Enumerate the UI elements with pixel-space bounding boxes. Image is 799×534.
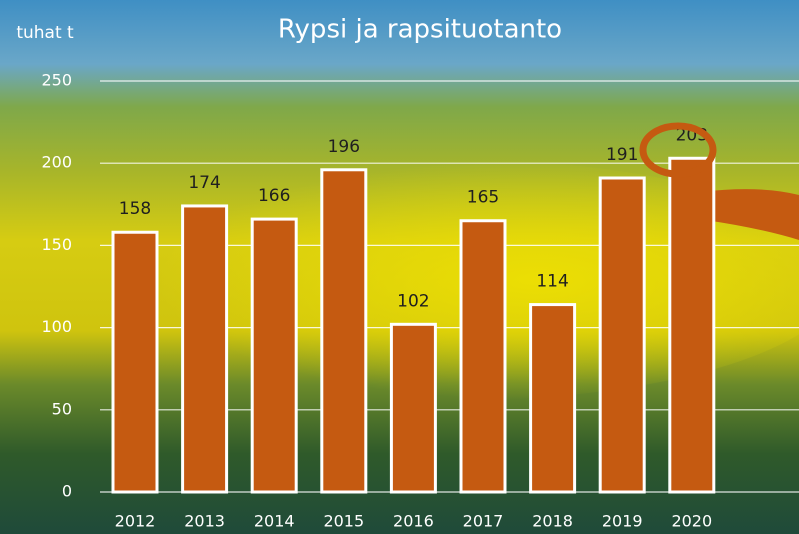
value-label: 114 xyxy=(536,272,568,292)
x-tick-label: 2020 xyxy=(671,512,712,531)
value-label: 196 xyxy=(328,137,360,157)
bar xyxy=(250,217,298,494)
x-tick-label: 2018 xyxy=(532,512,573,531)
y-axis-label: tuhat t xyxy=(16,23,74,43)
y-tick-label: 0 xyxy=(62,482,72,501)
value-label: 191 xyxy=(606,145,638,165)
bar xyxy=(529,303,577,494)
bar xyxy=(668,156,716,494)
value-label: 174 xyxy=(188,173,220,193)
x-tick-label: 2012 xyxy=(115,512,156,531)
decoration-shape xyxy=(700,189,799,240)
x-tick-label: 2015 xyxy=(323,512,364,531)
value-label: 166 xyxy=(258,186,290,206)
bar xyxy=(389,322,437,494)
y-tick-label: 250 xyxy=(41,71,72,90)
x-tick-label: 2019 xyxy=(602,512,643,531)
x-tick-label: 2016 xyxy=(393,512,434,531)
bar xyxy=(320,168,368,494)
value-label: 102 xyxy=(397,291,429,311)
bar xyxy=(111,230,159,494)
y-tick-label: 200 xyxy=(41,153,72,172)
x-tick-label: 2014 xyxy=(254,512,295,531)
y-tick-label: 150 xyxy=(41,235,72,254)
chart-title: Rypsi ja rapsituotanto xyxy=(278,15,562,45)
x-tick-label: 2013 xyxy=(184,512,225,531)
bar xyxy=(181,204,229,494)
bars: 2012 158 2013 174 2014 166 2015 196 2016 102 2017 1… xyxy=(111,125,716,531)
y-tick-label: 50 xyxy=(52,399,72,418)
value-label: 158 xyxy=(119,199,151,219)
bar xyxy=(459,219,507,494)
highlight-circle xyxy=(639,122,717,178)
bar xyxy=(598,176,646,494)
value-label: 165 xyxy=(467,188,499,208)
y-tick-label: 100 xyxy=(41,317,72,336)
x-tick-label: 2017 xyxy=(463,512,504,531)
